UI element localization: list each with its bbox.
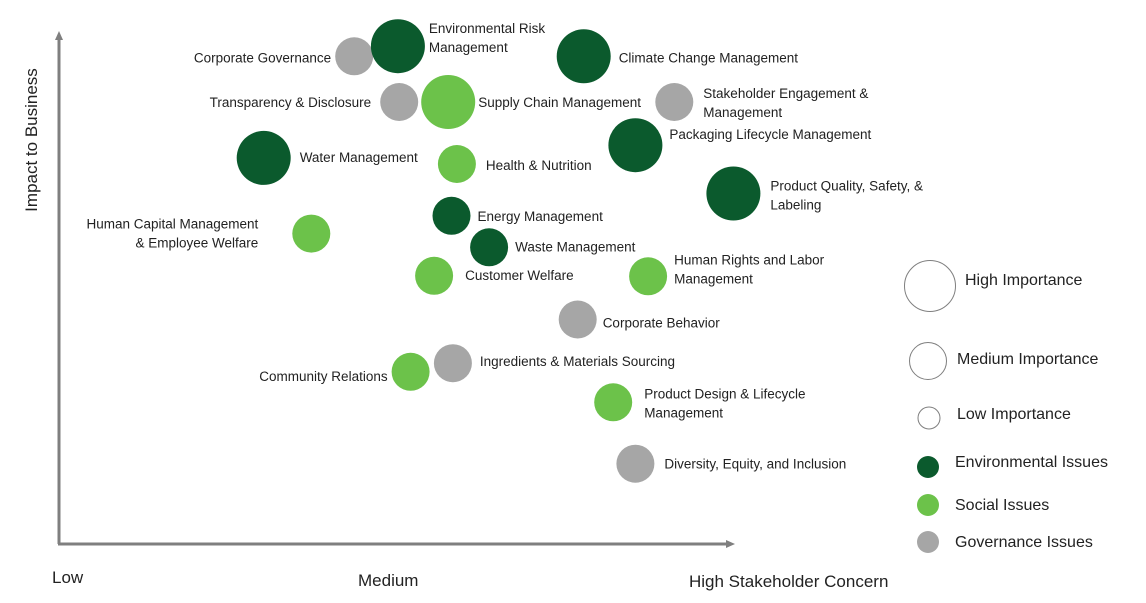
bubble-packaging-lifecycle-management — [608, 118, 663, 173]
bubble-environmental-risk-management — [370, 19, 425, 74]
bubble-label-transparency-disclosure: Transparency & Disclosure — [210, 95, 372, 110]
bubble-diversity-equity-and-inclusion — [616, 444, 655, 483]
bubble-label-human-rights-and-labor-management: Human Rights and Labor Management — [674, 252, 825, 286]
bubble-label-corporate-behavior: Corporate Behavior — [603, 316, 721, 331]
bubble-water-management — [236, 130, 291, 185]
legend-medium-importance-label: Medium Importance — [957, 351, 1098, 368]
legend: High Importance Medium Importance Low Im… — [904, 260, 1108, 553]
bubbles: Corporate Governance Environmental Risk Ma… — [86, 19, 923, 483]
bubble-label-community-relations: Community Relations — [259, 369, 388, 384]
x-tick-label-medium: Medium — [358, 571, 418, 590]
bubble-label-energy-management: Energy Management — [478, 209, 604, 224]
x-tick-label-low: Low — [52, 568, 84, 587]
legend-low-importance-circle — [917, 406, 941, 430]
bubble-corporate-behavior — [558, 300, 597, 339]
legend-environmental-label: Environmental Issues — [955, 454, 1108, 471]
bubble-label-supply-chain-management: Supply Chain Management — [478, 95, 641, 110]
bubble-label-corporate-governance: Corporate Governance — [194, 50, 331, 65]
bubble-label-product-quality-safety-labeling: Product Quality, Safety, & Labeling — [770, 179, 923, 213]
bubble-product-quality-safety-labeling — [706, 166, 761, 221]
bubble-corporate-governance — [335, 37, 374, 76]
bubble-stakeholder-engagement-management — [655, 83, 694, 121]
bubble-product-design-lifecycle-management — [594, 383, 633, 422]
legend-social-label: Social Issues — [955, 497, 1049, 514]
bubble-transparency-disclosure — [380, 83, 419, 121]
bubble-label-waste-management: Waste Management — [515, 239, 636, 254]
bubble-waste-management — [470, 228, 509, 267]
bubble-label-packaging-lifecycle-management: Packaging Lifecycle Management — [669, 127, 871, 142]
y-axis-label: Impact to Business — [22, 68, 41, 212]
bubble-ingredients-materials-sourcing — [433, 344, 472, 383]
legend-governance-label: Governance Issues — [955, 534, 1093, 551]
bubble-supply-chain-management — [421, 75, 476, 129]
bubble-label-water-management: Water Management — [300, 150, 418, 165]
legend-low-importance-label: Low Importance — [957, 406, 1071, 423]
bubble-label-human-capital-management-employee-welfare: Human Capital Management & Employee Welfa… — [86, 217, 258, 251]
bubble-human-rights-and-labor-management — [629, 257, 668, 296]
bubble-climate-change-management — [556, 29, 611, 84]
legend-high-importance-circle — [904, 260, 956, 312]
bubble-label-diversity-equity-and-inclusion: Diversity, Equity, and Inclusion — [664, 457, 846, 472]
bubble-energy-management — [432, 196, 471, 235]
bubble-label-health-nutrition: Health & Nutrition — [486, 158, 592, 173]
legend-environmental-swatch — [917, 456, 939, 478]
bubble-community-relations — [391, 352, 430, 391]
x-axis-label: High Stakeholder Concern — [689, 572, 888, 591]
bubble-label-customer-welfare: Customer Welfare — [465, 268, 574, 283]
legend-governance-swatch — [917, 531, 939, 553]
bubble-health-nutrition — [437, 145, 476, 183]
bubble-label-climate-change-management: Climate Change Management — [619, 50, 799, 65]
bubble-label-product-design-lifecycle-management: Product Design & Lifecycle Management — [644, 386, 805, 420]
bubble-label-stakeholder-engagement-management: Stakeholder Engagement & Management — [703, 86, 868, 120]
bubble-label-environmental-risk-management: Environmental Risk Management — [429, 21, 546, 55]
legend-high-importance-label: High Importance — [965, 272, 1082, 289]
bubble-human-capital-management-employee-welfare — [292, 214, 331, 253]
bubble-customer-welfare — [415, 256, 454, 295]
legend-medium-importance-circle — [909, 342, 947, 380]
legend-social-swatch — [917, 494, 939, 516]
bubble-label-ingredients-materials-sourcing: Ingredients & Materials Sourcing — [480, 354, 675, 369]
